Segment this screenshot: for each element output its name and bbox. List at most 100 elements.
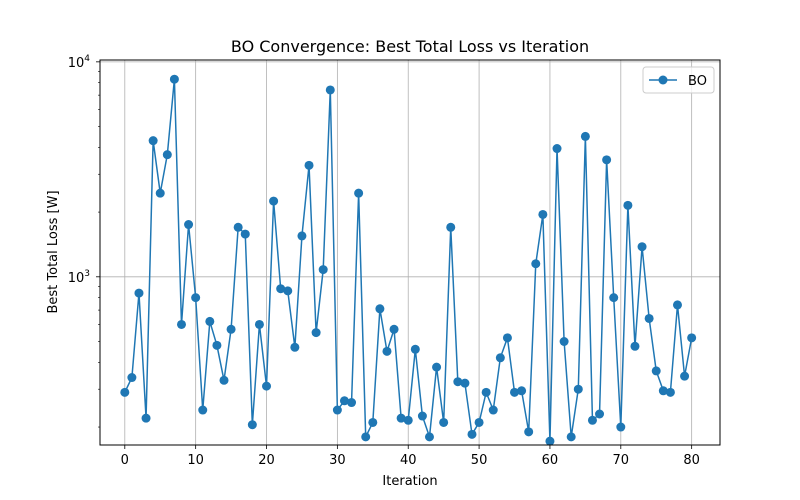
series-layer [120,74,697,446]
data-point [665,387,675,397]
x-tick-label: 0 [121,453,129,468]
data-point [382,346,392,356]
data-point [481,387,491,397]
data-point [347,398,357,408]
legend: BO [642,66,715,94]
data-point [417,411,427,421]
x-tick-label: 70 [613,453,630,468]
data-point [240,229,250,239]
data-point [432,362,442,372]
data-point [375,304,385,314]
data-point [453,377,463,387]
data-point [687,333,697,343]
plot-frame [99,59,721,446]
data-point [169,74,179,84]
data-point [325,85,335,95]
data-point [304,160,314,170]
data-point [573,384,583,394]
data-point [254,319,264,329]
data-point [354,188,364,198]
data-point [226,324,236,334]
data-point [467,429,477,439]
data-point [587,415,597,425]
y-axis-label: Best Total Loss [W] [46,190,61,313]
data-point [141,413,151,423]
data-point [184,220,194,230]
chart-title: BO Convergence: Best Total Loss vs Itera… [231,37,589,56]
data-point [247,420,257,430]
data-point [510,387,520,397]
y-axis: 103 104 [68,54,100,428]
data-point [651,366,661,376]
data-point [672,300,682,310]
x-tick-label: 60 [542,453,559,468]
data-point [219,375,229,385]
data-point [680,371,690,381]
data-point [566,432,576,442]
data-point [616,422,626,432]
data-point [127,373,137,383]
data-point [332,405,342,415]
data-point [318,265,328,275]
data-point [339,396,349,406]
legend-label: BO [688,74,707,89]
legend-box [642,66,715,94]
x-tick-label: 10 [187,453,204,468]
data-point [212,340,222,350]
data-point [602,155,612,165]
y-tick-label: 104 [68,54,91,71]
x-tick-label: 50 [471,453,488,468]
data-point [368,417,378,427]
data-point [559,337,569,347]
data-point [424,432,434,442]
data-point [191,293,201,303]
data-point [531,259,541,269]
legend-marker [658,75,668,85]
data-point [276,284,286,294]
x-tick-label: 40 [400,453,417,468]
data-point [552,144,562,154]
x-axis: 0 10 20 30 40 50 60 70 80 [121,445,700,468]
data-point [460,378,470,388]
data-point [410,344,420,354]
data-point [396,413,406,423]
x-axis-label: Iteration [382,474,437,489]
data-point [545,436,555,446]
data-point [488,405,498,415]
data-point [176,319,186,329]
data-point [290,342,300,352]
data-point [120,387,130,397]
data-point [269,196,279,206]
data-point [205,316,215,326]
data-point [198,405,208,415]
data-point [630,341,640,351]
data-point [283,286,293,296]
data-point [403,415,413,425]
data-point [644,313,654,323]
data-point [134,288,144,298]
data-point [297,231,307,241]
data-point [538,209,548,219]
data-point [389,324,399,334]
data-point [623,200,633,210]
data-point [439,417,449,427]
data-point [361,432,371,442]
x-tick-label: 80 [683,453,700,468]
grid [100,60,720,445]
x-tick-label: 20 [258,453,275,468]
data-point [233,222,243,232]
data-point [474,417,484,427]
data-point [495,353,505,363]
data-point [637,242,647,252]
data-point [162,150,172,160]
data-point [502,333,512,343]
data-point [155,188,165,198]
data-point [262,381,272,391]
data-point [595,409,605,419]
x-tick-label: 30 [329,453,346,468]
data-point [658,386,668,396]
data-point [311,328,321,338]
data-point [580,131,590,141]
data-point [148,136,158,146]
